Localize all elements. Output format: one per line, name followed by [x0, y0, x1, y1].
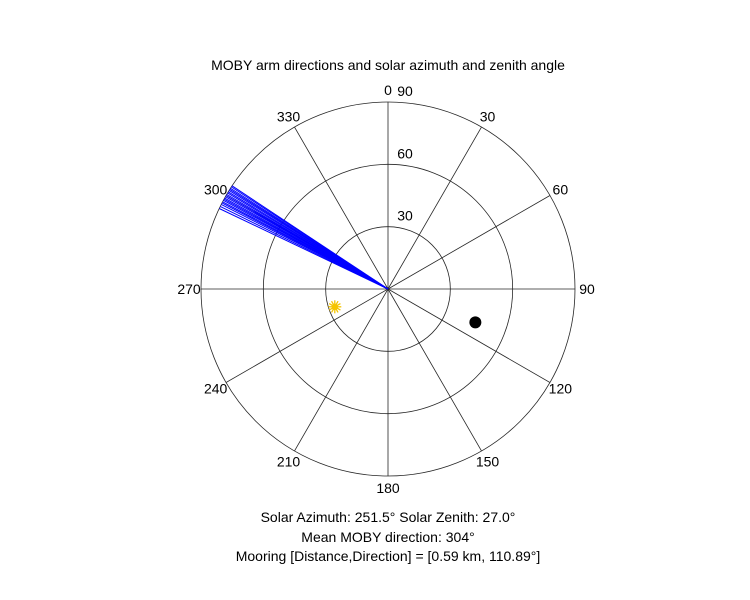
- polar-grid: [200, 101, 576, 477]
- moby-direction-caption: Mean MOBY direction: 304°: [301, 529, 475, 545]
- theta-tick-label: 210: [277, 453, 301, 469]
- sun-core: [331, 303, 338, 311]
- theta-tick-label: 240: [204, 381, 228, 397]
- mooring-marker: [469, 316, 482, 329]
- grid-spoke-210: [294, 288, 389, 452]
- r-tick-label: 90: [397, 83, 413, 99]
- moby-arm-line-17: [231, 185, 389, 290]
- theta-tick-label: 270: [177, 281, 201, 297]
- grid-spoke-120: [387, 288, 551, 383]
- r-tick-label: 60: [397, 145, 413, 161]
- grid-spoke-330: [294, 126, 389, 290]
- grid-spoke-150: [387, 288, 482, 452]
- grid-spoke-240: [225, 288, 389, 383]
- theta-tick-label: 150: [476, 453, 500, 469]
- theta-tick-label: 330: [277, 109, 301, 125]
- theta-tick-label: 120: [549, 381, 573, 397]
- theta-tick-label: 90: [579, 281, 595, 297]
- theta-tick-label: 30: [480, 109, 496, 125]
- solar-caption: Solar Azimuth: 251.5° Solar Zenith: 27.0…: [260, 509, 516, 525]
- theta-tick-label: 60: [553, 182, 569, 198]
- grid-spoke-30: [387, 126, 482, 290]
- tick-labels: 0 30 60 90 120 150 180 210 240 270 300 330 30 60 90: [177, 82, 595, 496]
- r-tick-label: 30: [397, 208, 413, 224]
- grid-spoke-60: [387, 195, 551, 290]
- theta-tick-label: 180: [376, 480, 400, 496]
- sun-marker: [328, 300, 342, 314]
- mooring-caption: Mooring [Distance,Direction] = [0.59 km,…: [235, 548, 541, 564]
- data-layer: [219, 185, 482, 329]
- chart-title: MOBY arm directions and solar azimuth an…: [211, 57, 565, 73]
- theta-tick-label: 300: [204, 182, 228, 198]
- theta-tick-label: 0: [384, 82, 392, 98]
